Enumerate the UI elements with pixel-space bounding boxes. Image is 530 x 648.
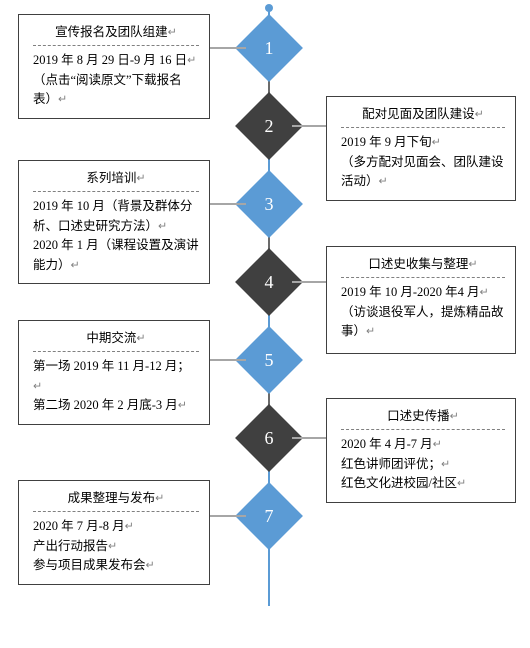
connector-line: [210, 515, 246, 517]
step-box-5: 中期交流↵ 第一场 2019 年 11 月-12 月；↵第二场 2020 年 2 …: [18, 320, 210, 425]
step-body: 2019 年 9 月下旬↵（多方配对见面会、团队建设活动）↵: [341, 133, 505, 191]
step-number: 6: [265, 428, 274, 449]
connector-line: [292, 281, 326, 283]
divider: [341, 277, 505, 278]
step-number: 4: [265, 272, 274, 293]
step-box-7: 成果整理与发布↵ 2020 年 7 月-8 月↵产出行动报告↵参与项目成果发布会↵: [18, 480, 210, 585]
connector-line: [292, 125, 326, 127]
divider: [341, 429, 505, 430]
step-number: 1: [265, 38, 274, 59]
step-title: 宣传报名及团队组建↵: [33, 23, 199, 42]
step-title: 口述史收集与整理↵: [341, 255, 505, 274]
divider: [341, 127, 505, 128]
step-body: 2019 年 10 月-2020 年4 月↵（访谈退役军人，提炼精品故事）↵: [341, 283, 505, 341]
connector-line: [210, 203, 246, 205]
step-body: 2020 年 7 月-8 月↵产出行动报告↵参与项目成果发布会↵: [33, 517, 199, 575]
connector-line: [292, 437, 326, 439]
connector-line: [210, 47, 246, 49]
step-body: 第一场 2019 年 11 月-12 月；↵第二场 2020 年 2 月底-3 …: [33, 357, 199, 415]
step-title: 口述史传播↵: [341, 407, 505, 426]
step-title: 配对见面及团队建设↵: [341, 105, 505, 124]
step-title: 中期交流↵: [33, 329, 199, 348]
divider: [33, 191, 199, 192]
step-body: 2019 年 8 月 29 日-9 月 16 日↵（点击“阅读原文”下载报名表）…: [33, 51, 199, 109]
step-title: 成果整理与发布↵: [33, 489, 199, 508]
step-body: 2019 年 10 月（背景及群体分析、口述史研究方法）↵2020 年 1 月（…: [33, 197, 199, 275]
step-box-3: 系列培训↵ 2019 年 10 月（背景及群体分析、口述史研究方法）↵2020 年…: [18, 160, 210, 284]
step-box-4: 口述史收集与整理↵ 2019 年 10 月-2020 年4 月↵（访谈退役军人，提…: [326, 246, 516, 354]
step-number: 5: [265, 350, 274, 371]
step-body: 2020 年 4 月-7 月↵红色讲师团评优；↵红色文化进校园/社区↵: [341, 435, 505, 493]
step-title: 系列培训↵: [33, 169, 199, 188]
step-number: 3: [265, 194, 274, 215]
step-box-2: 配对见面及团队建设↵ 2019 年 9 月下旬↵（多方配对见面会、团队建设活动）↵: [326, 96, 516, 201]
step-number: 7: [265, 506, 274, 527]
step-box-1: 宣传报名及团队组建↵ 2019 年 8 月 29 日-9 月 16 日↵（点击“阅…: [18, 14, 210, 119]
divider: [33, 511, 199, 512]
divider: [33, 351, 199, 352]
flowchart-canvas: 1 2 3 4 5 6 7 宣传报名及团队组建↵ 2019 年 8 月 29 日-9 月 16…: [0, 0, 530, 648]
divider: [33, 45, 199, 46]
step-number: 2: [265, 116, 274, 137]
step-box-6: 口述史传播↵ 2020 年 4 月-7 月↵红色讲师团评优；↵红色文化进校园/社区…: [326, 398, 516, 503]
connector-line: [210, 359, 246, 361]
